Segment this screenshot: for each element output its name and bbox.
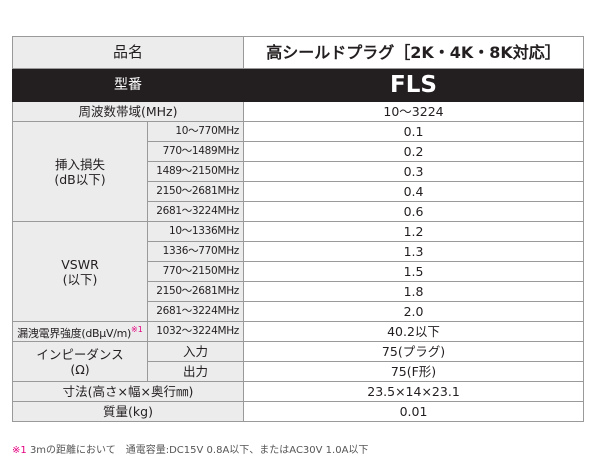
label: 漏洩電界強度(dBμV/m)※1 [12, 320, 148, 343]
value: 1.5 [243, 261, 585, 282]
sub-label: 10～770MHz [146, 121, 245, 142]
value: 0.3 [243, 161, 585, 182]
row: 型番 FLS [11, 68, 585, 102]
label-line: 挿入損失 [54, 156, 105, 172]
row: 2681～3224MHz 0.6 [13, 201, 585, 222]
row: 770～2150MHz 1.5 [13, 261, 585, 282]
sub-label: 2681～3224MHz [146, 201, 245, 222]
group-label: 挿入損失 (dB以下) [12, 121, 148, 222]
label: 品名 [11, 36, 245, 69]
row: インピーダンス (Ω) 入力 75(プラグ) [12, 341, 585, 383]
sub-label: 1336～770MHz [146, 241, 245, 262]
row: 770～1489MHz 0.2 [13, 141, 585, 162]
label: 質量(kg) [11, 401, 245, 423]
label-line: インピーダンス [36, 346, 124, 362]
value: 0.1 [243, 121, 585, 142]
value: FLS [243, 68, 585, 102]
value: 0.6 [243, 201, 585, 222]
row: 質量(kg) 0.01 [11, 401, 585, 423]
value: 75(プラグ) [243, 341, 585, 363]
row: 寸法(高さ×幅×奥行㎜) 23.5×14×23.1 [11, 381, 585, 403]
label-line: (Ω) [70, 361, 90, 377]
value: 1.2 [243, 221, 585, 242]
label-line: (以下) [62, 271, 98, 287]
sub-label: 2681～3224MHz [146, 301, 245, 322]
label: 周波数帯域(MHz) [11, 101, 245, 122]
row: 出力 75(F形) [13, 361, 585, 383]
sub-label: 2150～2681MHz [146, 281, 245, 302]
row: 漏洩電界強度(dBμV/m)※1 1032～3224MHz 40.2以下 [12, 320, 585, 343]
group-label: VSWR (以下) [12, 221, 148, 322]
value: 0.2 [243, 141, 585, 162]
range: 1032～3224MHz [146, 320, 245, 343]
label: 型番 [11, 68, 245, 102]
label-line: VSWR [61, 256, 99, 272]
footnote-text: 3mの距離において 通電容量:DC15V 0.8A以下、またはAC30V 1.0… [29, 445, 369, 456]
value: 0.01 [243, 401, 585, 423]
value: 0.4 [243, 181, 585, 202]
value: 1.8 [243, 281, 585, 302]
sub-label: 770～1489MHz [146, 141, 245, 162]
label-line: (dB以下) [54, 171, 106, 187]
value: 40.2以下 [243, 320, 585, 343]
sub-label: 出力 [146, 361, 245, 383]
row: 1336～770MHz 1.3 [13, 241, 585, 262]
label: 寸法(高さ×幅×奥行㎜) [11, 381, 245, 403]
label-text: 漏洩電界強度(dBμV/m) [17, 327, 132, 341]
spec-table: 品名 高シールドプラグ［2K・4K・8K対応］ 型番 FLS 周波数帯域(MHz) 1… [11, 36, 585, 423]
footnote-mark: ※1 [12, 445, 27, 456]
sub-label: 10～1336MHz [146, 221, 245, 242]
row: VSWR (以下) 10～1336MHz 1.2 [12, 221, 585, 322]
sub-label: 入力 [146, 341, 245, 363]
note-mark: ※1 [131, 325, 143, 334]
value: 10～3224 [243, 101, 585, 122]
value: 1.3 [243, 241, 585, 262]
value: 高シールドプラグ［2K・4K・8K対応］ [243, 36, 585, 69]
row: 品名 高シールドプラグ［2K・4K・8K対応］ [11, 36, 585, 69]
value: 75(F形) [243, 361, 585, 383]
row: 挿入損失 (dB以下) 10～770MHz 0.1 [12, 121, 585, 222]
footnote: ※1 3mの距離において 通電容量:DC15V 0.8A以下、またはAC30V … [12, 441, 368, 456]
row: 周波数帯域(MHz) 10～3224 [11, 101, 585, 122]
value: 23.5×14×23.1 [243, 381, 585, 403]
sub-label: 770～2150MHz [146, 261, 245, 282]
sub-label: 1489～2150MHz [146, 161, 245, 182]
group-label: インピーダンス (Ω) [12, 341, 148, 383]
sub-label: 2150～2681MHz [146, 181, 245, 202]
value: 2.0 [243, 301, 585, 322]
